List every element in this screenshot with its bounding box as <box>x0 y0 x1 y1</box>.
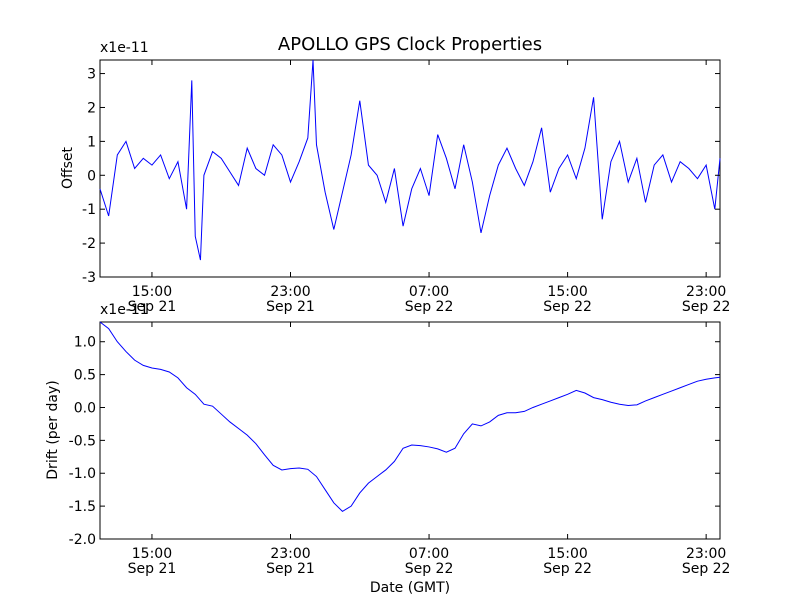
y-tick-label: 2 <box>87 100 96 116</box>
y-tick-label: -2 <box>82 236 96 252</box>
x-tick-date-label: Sep 22 <box>405 299 454 315</box>
y-tick-label: -0.5 <box>69 433 96 449</box>
x-tick-date-label: Sep 22 <box>543 561 592 577</box>
x-tick-date-label: Sep 21 <box>128 561 177 577</box>
figure-title: APOLLO GPS Clock Properties <box>278 34 542 55</box>
x-tick-time-label: 15:00 <box>547 546 587 562</box>
x-tick-time-label: 15:00 <box>132 284 172 300</box>
x-tick-time-label: 23:00 <box>270 546 310 562</box>
x-tick-date-label: Sep 21 <box>266 299 315 315</box>
y-tick-label: 0.0 <box>74 400 96 416</box>
drift-multiplier: x1e-11 <box>100 302 149 318</box>
x-tick-time-label: 07:00 <box>409 546 449 562</box>
x-tick-time-label: 23:00 <box>686 284 726 300</box>
y-tick-label: 1.0 <box>74 335 96 351</box>
drift-series-line <box>99 321 721 513</box>
y-tick-label: 0 <box>87 168 96 184</box>
x-tick-date-label: Sep 22 <box>682 299 731 315</box>
y-tick-label: -1.5 <box>69 499 96 515</box>
y-tick-label: -1.0 <box>69 466 96 482</box>
drift-axes-frame <box>99 321 721 540</box>
x-tick-time-label: 23:00 <box>270 284 310 300</box>
x-tick-time-label: 15:00 <box>547 284 587 300</box>
offset-axes-frame <box>99 59 721 278</box>
offset-series-line <box>99 59 721 261</box>
offset-y-label: Offset <box>60 146 76 189</box>
y-tick-label: -1 <box>82 202 96 218</box>
y-tick-label: -2.0 <box>69 532 96 548</box>
drift-y-ticks: 1.0 0.5 0.0 -0.5 -1.0 -1.5 -2.0 <box>69 335 720 548</box>
y-tick-label: -3 <box>82 270 96 286</box>
x-axis-label: Date (GMT) <box>370 580 450 596</box>
x-tick-time-label: 15:00 <box>132 546 172 562</box>
x-tick-time-label: 07:00 <box>409 284 449 300</box>
x-tick-date-label: Sep 22 <box>682 561 731 577</box>
x-tick-date-label: Sep 21 <box>266 561 315 577</box>
x-tick-time-label: 23:00 <box>686 546 726 562</box>
y-tick-label: 3 <box>87 67 96 83</box>
offset-y-ticks: 3 2 1 0 -1 -2 -3 <box>82 67 720 286</box>
x-tick-date-label: Sep 22 <box>405 561 454 577</box>
y-tick-label: 1 <box>87 134 96 150</box>
x-tick-date-label: Sep 21 <box>128 299 177 315</box>
offset-multiplier: x1e-11 <box>100 40 149 56</box>
y-tick-label: 0.5 <box>74 368 96 384</box>
x-tick-date-label: Sep 22 <box>543 299 592 315</box>
drift-y-label: Drift (per day) <box>45 380 61 479</box>
